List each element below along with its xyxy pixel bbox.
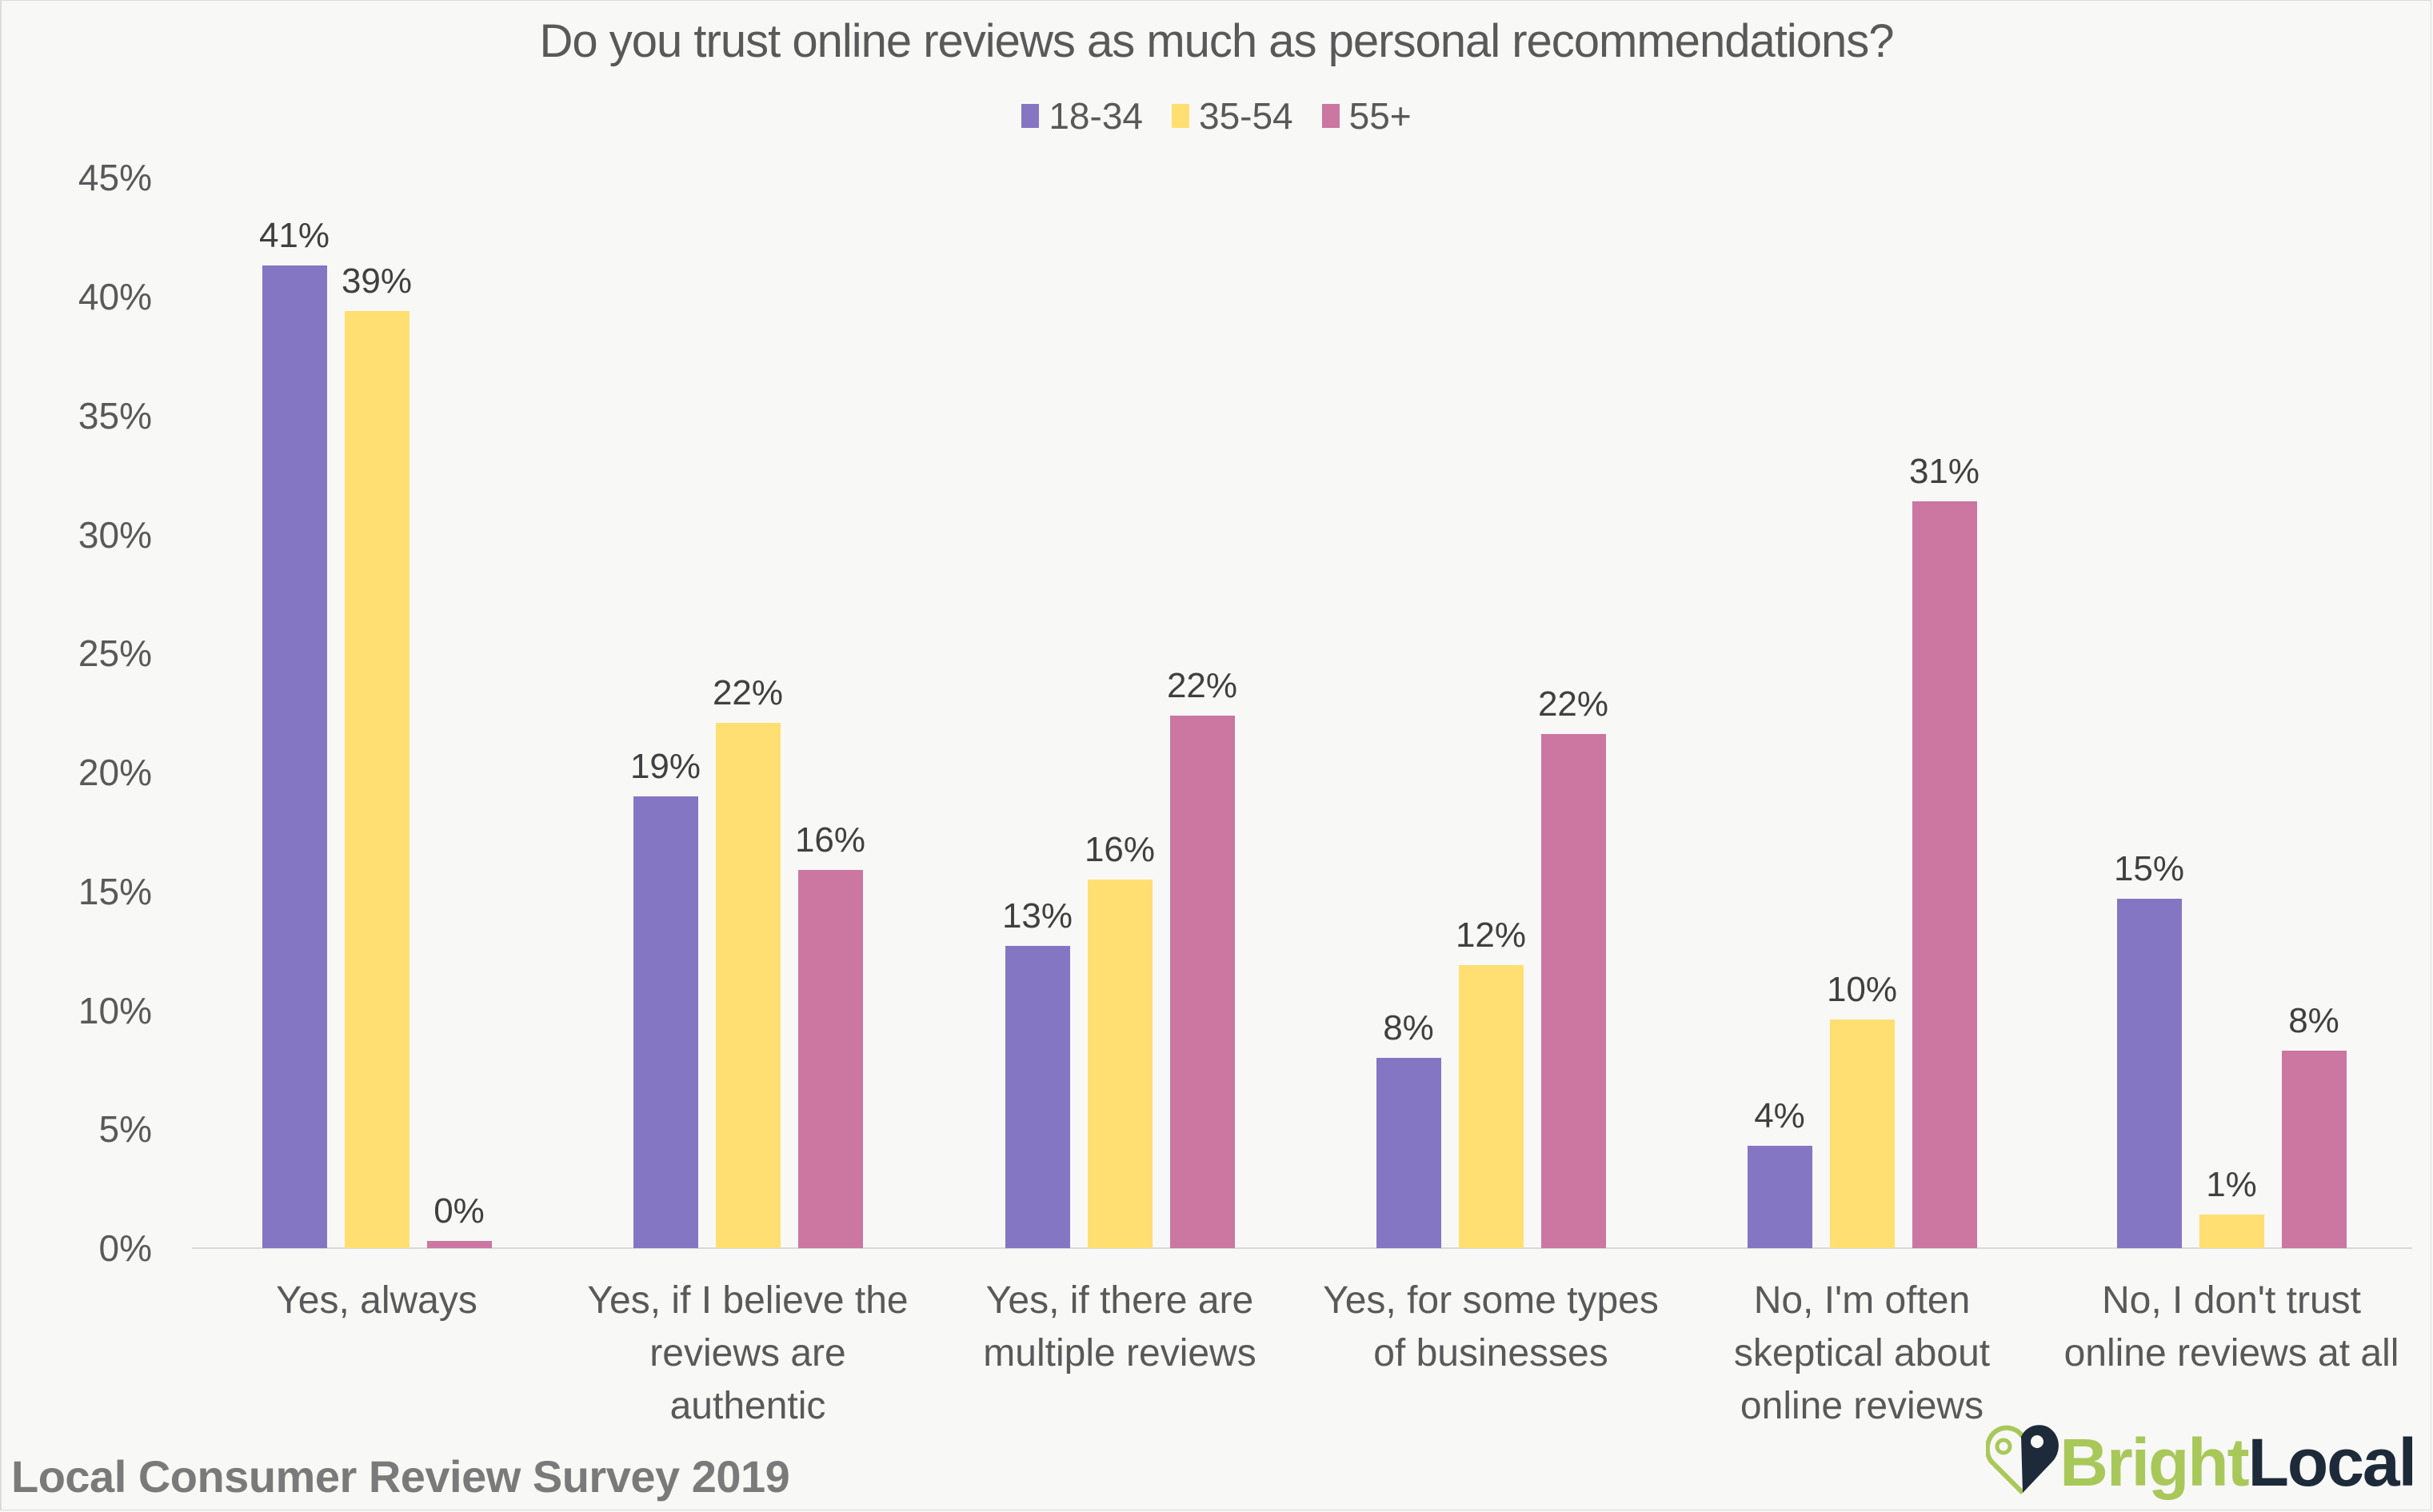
bar-18-34 bbox=[262, 265, 327, 1248]
bar-18-34 bbox=[633, 796, 698, 1248]
bar-35-54 bbox=[2199, 1215, 2264, 1248]
bar-35-54 bbox=[716, 722, 781, 1248]
bar-value-label: 1% bbox=[2206, 1165, 2257, 1205]
legend-swatch bbox=[1021, 104, 1040, 128]
y-tick-label: 20% bbox=[78, 752, 152, 793]
x-category-label: Yes, if I believe the reviews are authen… bbox=[587, 1279, 909, 1427]
bar-value-label: 16% bbox=[1084, 829, 1156, 869]
bar-18-34 bbox=[1376, 1058, 1441, 1248]
bar-value-label: 22% bbox=[1537, 684, 1609, 724]
y-tick-label: 10% bbox=[78, 989, 152, 1031]
bar-55+ bbox=[1170, 715, 1235, 1248]
chart-title: Do you trust online reviews as much as p… bbox=[539, 15, 1895, 67]
bar-value-label: 4% bbox=[1754, 1096, 1805, 1136]
brightlocal-logo: Bright Local bbox=[1986, 1419, 2417, 1500]
y-tick-label: 15% bbox=[78, 870, 152, 912]
legend-label: 55+ bbox=[1348, 95, 1412, 137]
x-category-label: No, I'm often skeptical about online rev… bbox=[1733, 1279, 1991, 1427]
bar-18-34 bbox=[1748, 1146, 1812, 1248]
y-tick-label: 30% bbox=[78, 513, 152, 556]
legend-item-18-34: 18-34 bbox=[1021, 94, 1143, 138]
bar-55+ bbox=[798, 869, 863, 1248]
bar-55+ bbox=[2282, 1051, 2347, 1248]
bar-value-label: 0% bbox=[433, 1191, 485, 1231]
bar-value-label: 8% bbox=[1383, 1008, 1434, 1047]
bar-value-label: 8% bbox=[2288, 1001, 2339, 1041]
bar-value-label: 19% bbox=[629, 746, 701, 786]
y-tick-label: 0% bbox=[98, 1227, 152, 1269]
y-tick-label: 25% bbox=[78, 632, 152, 675]
legend-label: 18-34 bbox=[1049, 95, 1143, 137]
legend-swatch bbox=[1321, 104, 1340, 128]
x-category-label: Yes, for some types of businesses bbox=[1323, 1279, 1659, 1374]
legend-label: 35-54 bbox=[1198, 95, 1293, 137]
bar-55+ bbox=[427, 1241, 492, 1248]
bar-55+ bbox=[1912, 501, 1977, 1248]
bar-35-54 bbox=[345, 310, 409, 1248]
bar-value-label: 31% bbox=[1908, 451, 1980, 491]
y-tick-label: 45% bbox=[78, 157, 152, 199]
bar-35-54 bbox=[1459, 964, 1524, 1248]
y-tick-label: 40% bbox=[78, 276, 152, 317]
logo-text-bright: Bright bbox=[2059, 1425, 2249, 1500]
logo-text-local: Local bbox=[2247, 1425, 2417, 1500]
bar-value-label: 15% bbox=[2113, 848, 2185, 888]
x-axis-line bbox=[192, 1247, 2412, 1249]
bar-value-label: 41% bbox=[258, 216, 330, 256]
bar-value-label: 22% bbox=[1166, 665, 1238, 705]
legend-item-35-54: 35-54 bbox=[1171, 94, 1293, 138]
bar-value-label: 13% bbox=[1001, 896, 1073, 936]
legend: 18-34 35-54 55+ bbox=[0, 94, 2433, 138]
bar-value-label: 16% bbox=[794, 820, 866, 860]
bar-55+ bbox=[1541, 734, 1606, 1248]
footer-source: Local Consumer Review Survey 2019 bbox=[11, 1451, 790, 1502]
legend-item-55-plus: 55+ bbox=[1321, 94, 1412, 138]
x-category-label: No, I don't trust online reviews at all bbox=[2063, 1279, 2399, 1374]
y-tick-label: 5% bbox=[98, 1108, 152, 1151]
bar-value-label: 22% bbox=[712, 672, 784, 712]
bar-value-label: 39% bbox=[341, 261, 413, 301]
bar-value-label: 12% bbox=[1455, 915, 1527, 955]
x-category-label: Yes, always bbox=[276, 1279, 477, 1322]
bar-35-54 bbox=[1830, 1019, 1895, 1248]
legend-swatch bbox=[1171, 104, 1189, 128]
map-pin-heart-icon bbox=[1986, 1425, 2059, 1495]
bar-18-34 bbox=[2117, 898, 2182, 1248]
bar-18-34 bbox=[1005, 946, 1070, 1248]
x-category-label: Yes, if there are multiple reviews bbox=[983, 1279, 1256, 1374]
bar-value-label: 10% bbox=[1826, 970, 1898, 1010]
y-tick-label: 35% bbox=[78, 394, 152, 437]
bar-35-54 bbox=[1088, 879, 1153, 1248]
